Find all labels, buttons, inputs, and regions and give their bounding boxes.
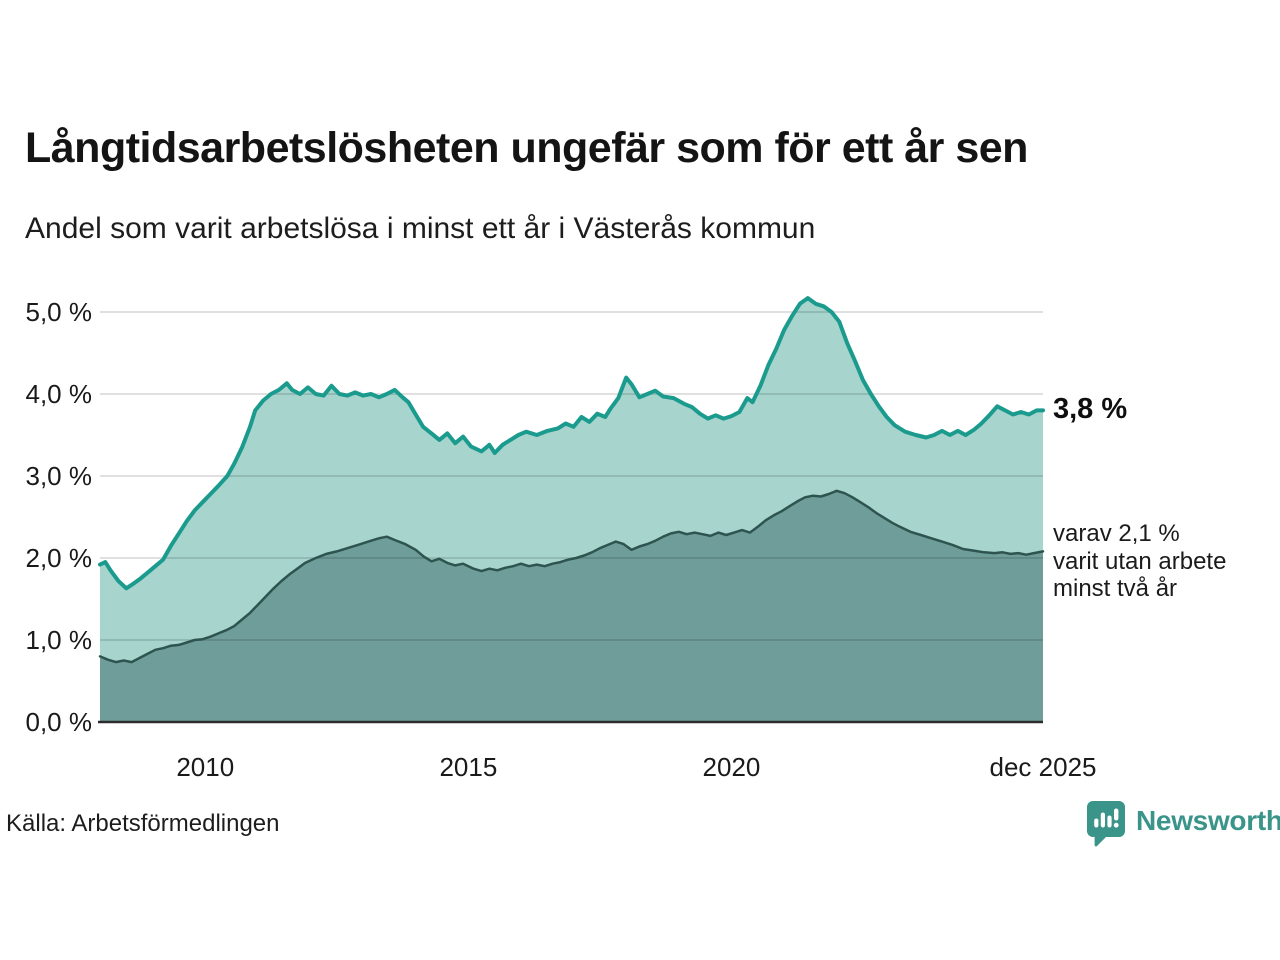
y-axis-tick-label: 3,0 %	[25, 461, 93, 491]
x-axis-tick-label: 2015	[439, 752, 498, 782]
y-axis-tick-label: 1,0 %	[25, 625, 93, 655]
page-subtitle: Andel som varit arbetslösa i minst ett å…	[25, 212, 816, 245]
newsworthy-speech-bubble-bar-chart-icon	[1087, 801, 1125, 847]
series-line-1	[98, 489, 1045, 664]
series-line-0	[98, 296, 1045, 591]
x-axis-tick-label: 2020	[702, 752, 761, 782]
brand-name: Newsworthy	[1136, 805, 1280, 836]
page-title: Långtidsarbetslösheten ungefär som för e…	[25, 124, 1028, 172]
latest-value-annotation: 3,8 %	[1053, 393, 1128, 425]
y-axis-tick-label: 4,0 %	[25, 379, 93, 409]
brand-logo: Newsworthy	[1086, 800, 1280, 850]
x-axis-tick-label: 2010	[176, 752, 235, 782]
y-axis-tick-label: 0,0 %	[25, 707, 93, 737]
y-axis-tick-label: 5,0 %	[25, 297, 93, 327]
series-area-1	[100, 490, 1043, 722]
secondary-annotation-line: minst två år	[1053, 575, 1178, 602]
secondary-value-annotation: varav 2,1 % varit utan arbete minst två …	[1053, 520, 1280, 603]
y-axis-tick-label: 2,0 %	[25, 543, 93, 573]
source-credit: Källa: Arbetsförmedlingen	[6, 810, 280, 837]
secondary-annotation-line: varav 2,1 %	[1053, 520, 1180, 547]
x-axis-tick-label: dec 2025	[989, 752, 1097, 782]
secondary-annotation-line: varit utan arbete	[1053, 547, 1227, 575]
